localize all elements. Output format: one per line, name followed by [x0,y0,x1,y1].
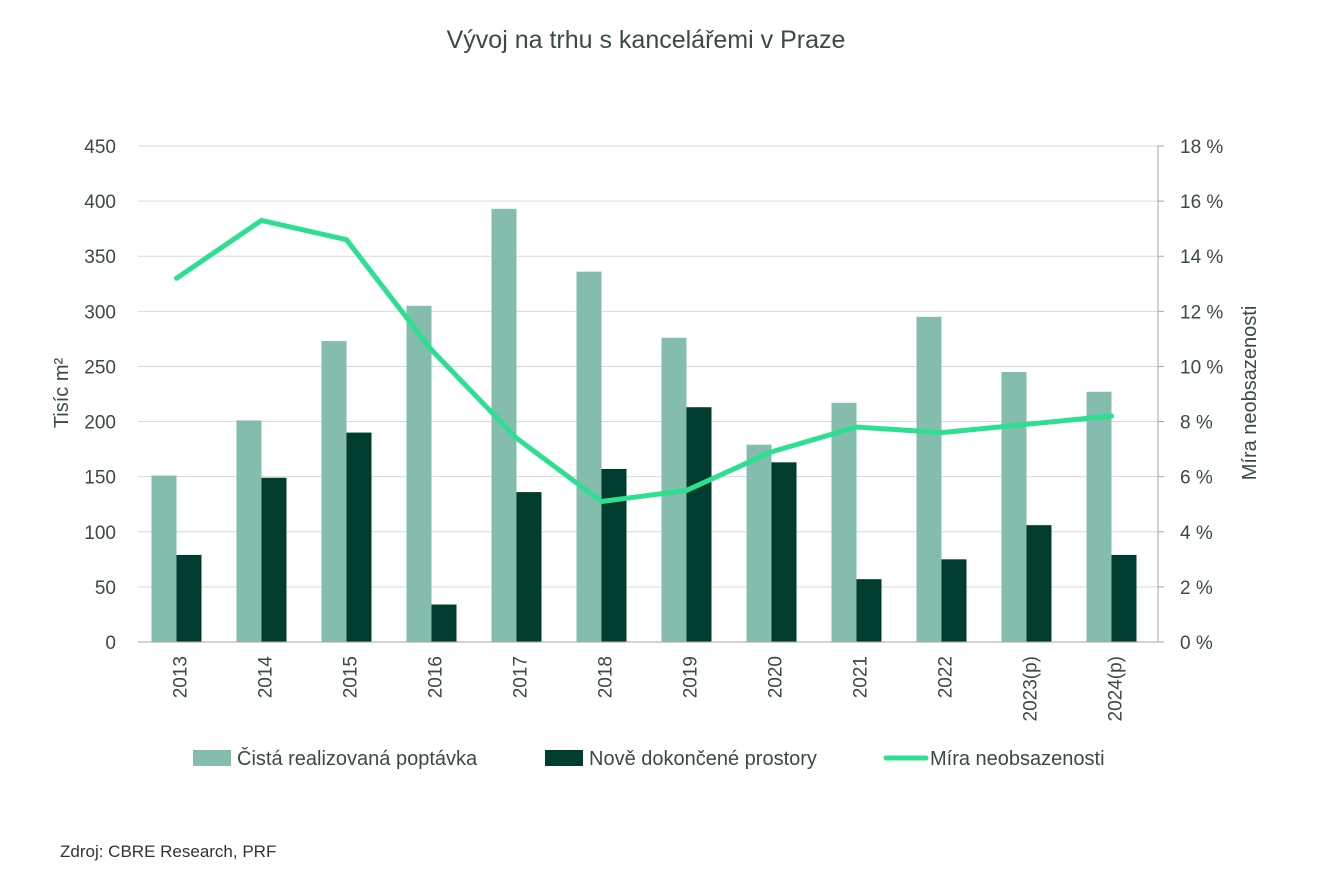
x-tick-label: 2018 [596,656,617,698]
right-axis-ticks: 0 % 2 % 4 % 6 % 8 % 10 % 12 % 14 % 16 % 18 % [1180,137,1223,654]
vacancy-line-path [174,217,1114,504]
y2-tick-label: 6 % [1180,468,1213,489]
bar [516,492,542,642]
bar [941,559,967,642]
bar [831,402,857,642]
bar [856,579,882,642]
bar [321,341,347,642]
y-tick-label: 100 [84,523,116,544]
bar [261,477,287,642]
bar [1086,391,1112,642]
y-tick-label: 150 [84,468,116,489]
y-tick-label: 350 [84,247,116,268]
y2-tick-label: 12 % [1180,302,1223,323]
x-axis-ticks: 2013 2014 2015 2016 2017 2018 2019 2020 2021 2022… [171,656,1127,722]
y2-tick-label: 2 % [1180,578,1213,599]
y2-tick-label: 14 % [1180,247,1223,268]
legend: Čistá realizovaná poptávka Nově dokončené… [193,747,1105,770]
bar [576,271,602,642]
vacancy-line [174,217,1114,504]
bar [746,444,772,642]
y-tick-label: 250 [84,357,116,378]
bar [916,316,942,642]
x-tick-label: 2019 [681,656,702,698]
x-tick-label: 2022 [936,656,957,698]
y2-tick-label: 10 % [1180,357,1223,378]
bar [686,407,712,642]
legend-swatch [545,750,583,766]
source-note: Zdroj: CBRE Research, PRF [60,842,277,861]
bar [176,554,202,642]
left-axis-ticks: 0 50 100 150 200 250 300 350 400 450 [84,137,116,654]
x-tick-label: 2020 [766,656,787,698]
x-tick-label: 2013 [171,656,192,698]
y-tick-label: 50 [95,578,116,599]
bar [771,462,797,642]
x-tick-label: 2021 [851,656,872,698]
x-tick-label: 2015 [341,656,362,698]
y-tick-label: 400 [84,192,116,213]
y2-tick-label: 4 % [1180,523,1213,544]
legend-label: Čistá realizovaná poptávka [237,747,478,770]
bar [346,432,372,642]
bar [1026,525,1052,642]
y2-tick-label: 18 % [1180,137,1223,158]
x-tick-label: 2023(p) [1021,656,1042,722]
chart-title: Vývoj na trhu s kancelářemi v Praze [447,26,846,54]
bar [431,604,457,642]
y2-axis-title: Míra neobsazenosti [1239,306,1261,481]
y2-tick-label: 8 % [1180,413,1213,434]
y-axis-title: Tisíc m² [51,357,73,428]
axes [138,145,1164,643]
legend-label: Nově dokončené prostory [589,748,817,770]
grid-lines [138,145,1158,588]
bar [406,305,432,642]
y2-tick-label: 16 % [1180,192,1223,213]
x-tick-label: 2024(p) [1106,656,1127,722]
legend-swatch [193,750,231,766]
y-tick-label: 200 [84,413,116,434]
x-tick-label: 2014 [256,656,277,699]
legend-label: Míra neobsazenosti [930,748,1105,770]
bar [601,468,627,642]
y-tick-label: 300 [84,302,116,323]
y-tick-label: 450 [84,137,116,158]
bar [1001,371,1027,642]
x-tick-label: 2016 [426,656,447,698]
bars [151,208,1137,642]
x-tick-label: 2017 [511,656,532,698]
bar [151,475,177,642]
bar [1111,554,1137,642]
y-tick-label: 0 [105,633,116,654]
bar [236,420,262,642]
y2-tick-label: 0 % [1180,633,1213,654]
